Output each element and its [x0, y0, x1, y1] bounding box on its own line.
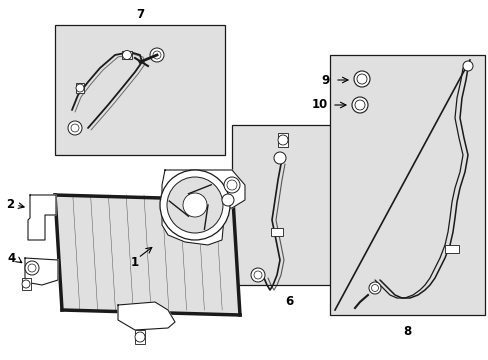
Bar: [270, 228, 283, 236]
Circle shape: [250, 268, 264, 282]
Circle shape: [351, 97, 367, 113]
Polygon shape: [28, 195, 56, 240]
Text: 6: 6: [285, 295, 293, 308]
Circle shape: [25, 261, 39, 275]
Circle shape: [224, 177, 240, 193]
Polygon shape: [118, 302, 175, 330]
Circle shape: [76, 84, 84, 92]
Bar: [278, 133, 287, 147]
Bar: [231, 125, 346, 285]
Polygon shape: [55, 195, 240, 315]
Bar: [444, 245, 458, 253]
Bar: [329, 55, 484, 315]
Polygon shape: [25, 258, 58, 285]
Circle shape: [353, 71, 369, 87]
Circle shape: [150, 48, 163, 62]
Circle shape: [368, 282, 380, 294]
Text: 1: 1: [131, 256, 139, 269]
Polygon shape: [162, 170, 244, 245]
Circle shape: [135, 332, 145, 342]
Text: 3: 3: [134, 324, 142, 337]
Circle shape: [183, 193, 206, 217]
Text: 4: 4: [8, 252, 16, 265]
Bar: [76, 83, 84, 93]
Text: 9: 9: [321, 73, 329, 86]
Bar: [22, 278, 31, 290]
Circle shape: [160, 170, 229, 240]
Bar: [55, 25, 224, 155]
Circle shape: [222, 194, 234, 206]
Bar: [122, 51, 132, 59]
Text: 8: 8: [403, 325, 411, 338]
Circle shape: [68, 121, 82, 135]
Circle shape: [278, 135, 287, 145]
Circle shape: [122, 50, 131, 59]
Text: 7: 7: [136, 8, 144, 21]
Circle shape: [462, 61, 472, 71]
Text: 2: 2: [6, 198, 14, 211]
Bar: [135, 330, 145, 344]
Text: 10: 10: [311, 99, 327, 112]
Circle shape: [167, 177, 223, 233]
Text: 5: 5: [210, 221, 219, 234]
Circle shape: [22, 280, 30, 288]
Circle shape: [273, 152, 285, 164]
